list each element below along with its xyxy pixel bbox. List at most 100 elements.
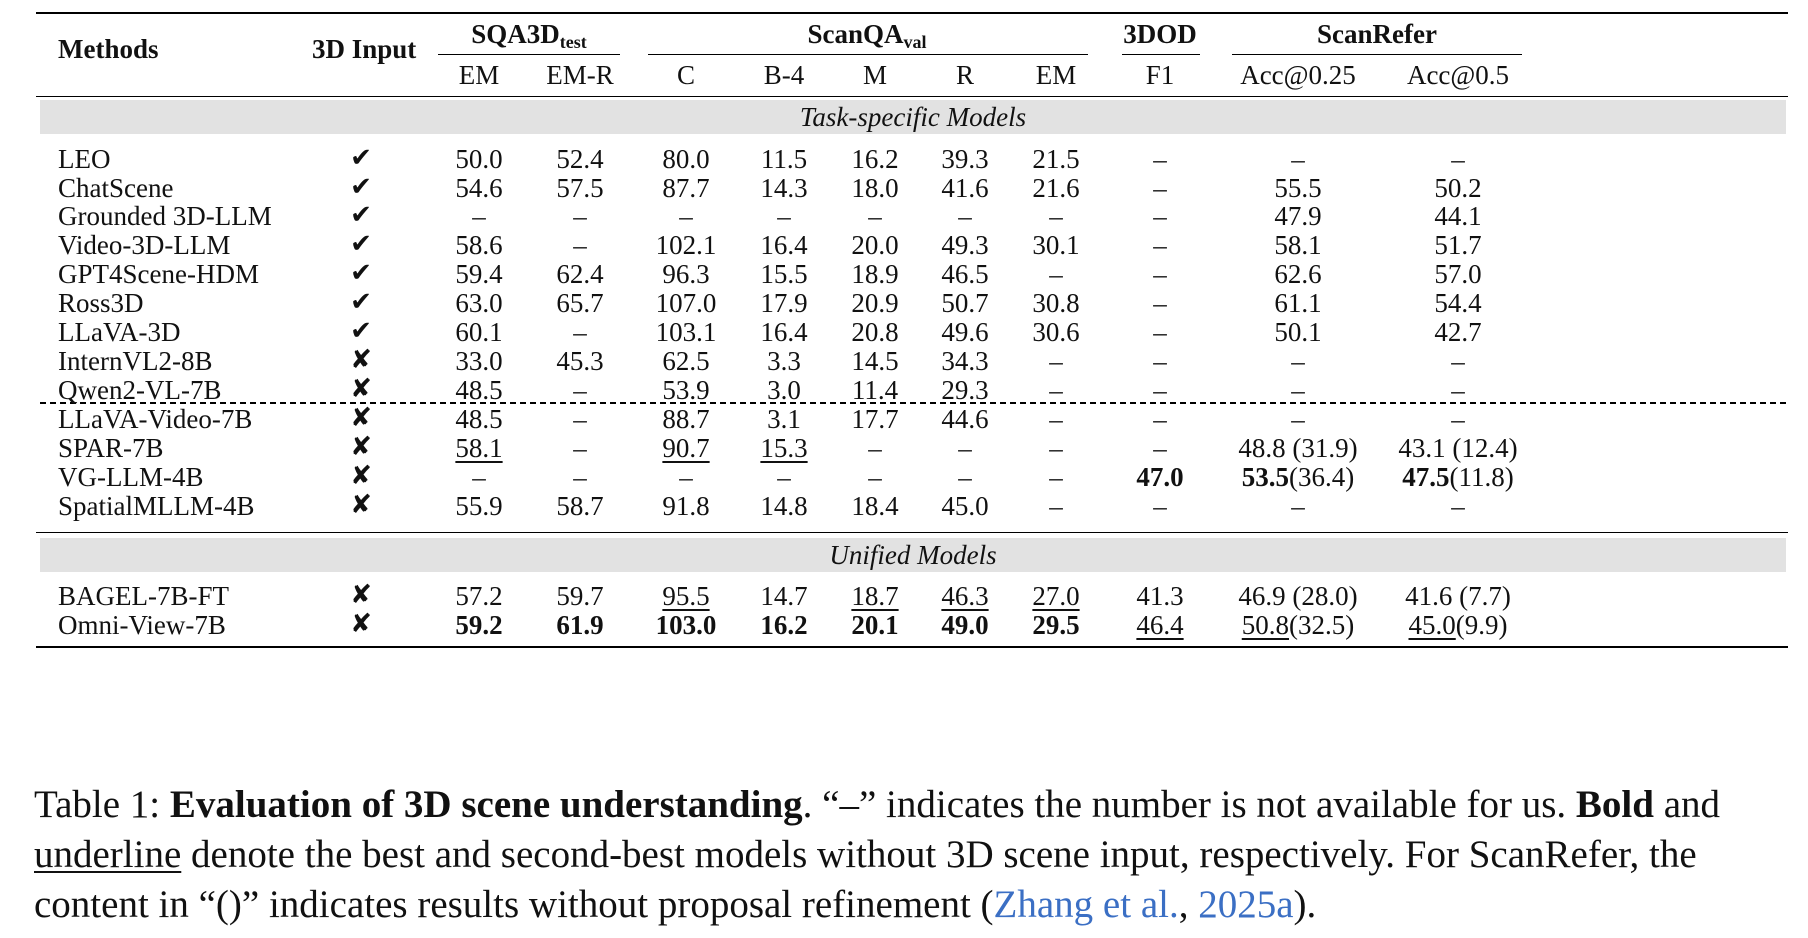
table-cell: 46.9 (28.0)	[1238, 583, 1357, 610]
cell-value: –	[1451, 491, 1465, 521]
table-cell: 88.7	[662, 406, 709, 433]
cell-value: 20.0	[851, 230, 899, 260]
cell-value: 52.4	[556, 144, 604, 174]
table-cell: 103.1	[656, 319, 717, 346]
caption-bold-word: Bold	[1575, 783, 1654, 826]
cell-value: 14.8	[760, 491, 808, 521]
table-cell: 20.9	[851, 290, 898, 317]
check-icon: ✔	[350, 287, 372, 317]
cell-value: –	[1049, 462, 1063, 492]
table-cell: 20.8	[851, 319, 898, 346]
cell-value: 17.7	[851, 404, 899, 434]
cell-value: –	[1291, 491, 1305, 521]
table-cell: 58.1	[1274, 232, 1321, 259]
cell-value: 46.4	[1136, 610, 1184, 640]
method-name: SPAR-7B	[58, 433, 164, 463]
table-cell: 16.2	[851, 146, 898, 173]
table-cell: –	[679, 203, 693, 230]
cell-value: 42.7	[1434, 317, 1482, 347]
method-name: Video-3D-LLM	[58, 230, 231, 260]
cell-value: 15.3	[760, 433, 808, 463]
cell-value: 90.7	[662, 433, 710, 463]
citation-year-link[interactable]: 2025a	[1198, 883, 1294, 926]
section-label-task-specific: Task-specific Models	[799, 102, 1027, 132]
cell-value: 58.1	[455, 433, 503, 463]
citation-author-link[interactable]: Zhang et al.	[993, 883, 1179, 926]
cell-value: 47.9	[1274, 201, 1322, 231]
cell-value: –	[777, 462, 791, 492]
cross-icon: ✘	[350, 490, 372, 520]
table-cell: 45.0(9.9)	[1409, 612, 1508, 639]
table-cell: 44.1	[1434, 203, 1481, 230]
section-band-unified	[40, 538, 1786, 572]
cell-value: –	[958, 462, 972, 492]
cell-value: –	[1153, 288, 1167, 318]
table-cell: –	[1451, 146, 1465, 173]
cell-note: (12.4)	[1452, 433, 1518, 463]
table-cell: –	[1153, 203, 1167, 230]
table-cell: 59.2	[455, 612, 502, 639]
sqa-group-rule	[438, 54, 620, 55]
method-name: Omni-View-7B	[58, 610, 226, 640]
cell-value: 20.8	[851, 317, 899, 347]
method-name: LLaVA-3D	[58, 317, 181, 347]
cell-value: 107.0	[655, 288, 717, 318]
cell-value: –	[1153, 375, 1167, 405]
table-cell: 60.1	[455, 319, 502, 346]
cell-value: 95.5	[662, 581, 710, 611]
col-header-scanqa-2: M	[862, 60, 888, 90]
table-cell: 45.3	[556, 348, 603, 375]
table-cell: 20.1	[851, 612, 898, 639]
table-cell: 18.7	[851, 583, 898, 610]
cell-value: 62.6	[1274, 259, 1322, 289]
cell-value: 41.6	[1405, 581, 1453, 611]
cell-note: (28.0)	[1292, 581, 1358, 611]
cell-value: 58.7	[556, 491, 604, 521]
cell-value: 49.6	[941, 317, 989, 347]
cell-value: –	[1153, 317, 1167, 347]
cell-value: –	[1451, 144, 1465, 174]
cell-value: 50.1	[1274, 317, 1322, 347]
table-cell: –	[573, 319, 587, 346]
table-cell: –	[1153, 348, 1167, 375]
cell-value: –	[1049, 201, 1063, 231]
table-cell: 46.5	[941, 261, 988, 288]
table-cell: –	[573, 464, 587, 491]
cell-value: 45.3	[556, 346, 604, 376]
table-cell: 3.3	[767, 348, 801, 375]
cell-note: (7.7)	[1459, 581, 1511, 611]
cell-value: –	[1153, 404, 1167, 434]
cell-value: 54.6	[455, 173, 503, 203]
table-cell: –	[1153, 406, 1167, 433]
table-cell: –	[1153, 319, 1167, 346]
cell-value: 14.7	[760, 581, 808, 611]
cell-value: 3.3	[767, 346, 801, 376]
cell-value: –	[1049, 375, 1063, 405]
method-name: Ross3D	[58, 288, 144, 318]
table-cell: 47.9	[1274, 203, 1321, 230]
cell-value: 30.6	[1032, 317, 1080, 347]
table-cell: 39.3	[941, 146, 988, 173]
table-cell: –	[679, 464, 693, 491]
cell-value: 62.4	[556, 259, 604, 289]
table-cell: 103.0	[656, 612, 717, 639]
bottom-rule	[36, 646, 1788, 648]
group-header-3dod: 3DOD	[1123, 19, 1197, 49]
cell-value: 16.4	[760, 317, 808, 347]
table-cell: –	[1153, 493, 1167, 520]
cell-value: 53.9	[662, 375, 710, 405]
cell-value: 20.9	[851, 288, 899, 318]
table-cell: 43.1 (12.4)	[1398, 435, 1517, 462]
table-cell: –	[868, 203, 882, 230]
table-cell: –	[1049, 435, 1063, 462]
col-header-scanrefer-1: Acc@0.5	[1406, 60, 1510, 90]
cell-value: –	[868, 462, 882, 492]
table-cell: 29.5	[1032, 612, 1079, 639]
table-cell: 14.3	[760, 175, 807, 202]
table-cell: –	[1291, 377, 1305, 404]
cross-icon: ✘	[350, 461, 372, 491]
table-cell: 27.0	[1032, 583, 1079, 610]
cell-value: 62.5	[662, 346, 710, 376]
table-cell: –	[573, 203, 587, 230]
group-header-sqa: SQA3Dtest	[471, 21, 587, 52]
